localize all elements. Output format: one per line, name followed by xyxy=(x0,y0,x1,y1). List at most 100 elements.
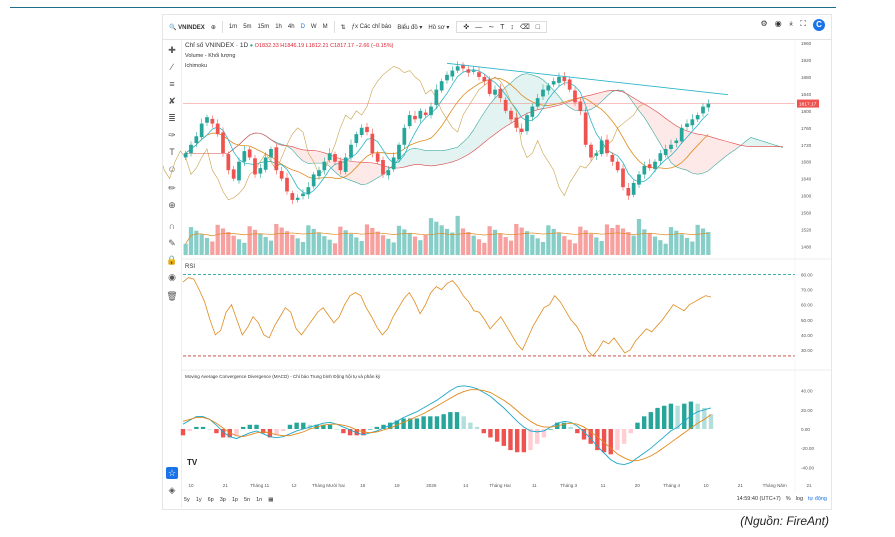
candle-body xyxy=(573,90,577,103)
brush-tool-icon[interactable]: ✑ xyxy=(168,130,176,140)
trendline-icon[interactable]: ∕ xyxy=(171,62,173,72)
last-price-badge xyxy=(797,99,819,108)
candle-body xyxy=(258,168,263,174)
horizontal-lines-icon[interactable]: ≡ xyxy=(169,79,175,89)
brush-icon[interactable]: ∼ xyxy=(488,24,495,31)
interval-1h[interactable]: 1h xyxy=(275,24,282,30)
volume-bar xyxy=(604,224,610,255)
volume-bar xyxy=(535,238,540,255)
ruler-icon[interactable]: ✏ xyxy=(168,183,176,193)
crosshair-icon[interactable]: ✚ xyxy=(168,45,176,55)
range-5y[interactable]: 5y xyxy=(184,497,190,503)
chart-type-button[interactable]: Biểu đồ ▾ xyxy=(397,24,423,31)
candle-body xyxy=(354,134,359,144)
range-3p[interactable]: 3p xyxy=(219,497,226,503)
price-tick-label: 1960 xyxy=(801,41,812,46)
candle-body xyxy=(509,110,513,120)
interval-m[interactable]: M xyxy=(322,24,328,30)
indicators-button[interactable]: ƒx Các chỉ báo xyxy=(351,24,392,30)
square-icon[interactable]: □ xyxy=(535,23,541,31)
price-tick-label: 1760 xyxy=(801,126,812,131)
ohlc-values: O1832.33 H1846.19 L1812.21 C1817.17 −2.6… xyxy=(254,43,394,49)
volume-bar xyxy=(562,236,567,255)
percent-toggle[interactable]: % xyxy=(785,496,791,502)
emoji-icon[interactable]: ☺ xyxy=(167,164,177,174)
volume-bar xyxy=(700,228,706,255)
volume-bar xyxy=(668,227,674,255)
fullscreen-icon[interactable]: ⛶ xyxy=(800,19,806,28)
hide-icon[interactable]: ◉ xyxy=(168,272,176,282)
candle-body xyxy=(205,117,209,123)
ichimoku-cloud-segment xyxy=(292,146,298,157)
cursor-icon[interactable]: ✜ xyxy=(463,24,470,31)
volume-bar xyxy=(556,232,562,255)
object-tree-icon[interactable]: ◈ xyxy=(168,485,176,495)
ichimoku-cloud-segment xyxy=(479,112,485,147)
price-tick-label: 1720 xyxy=(801,143,812,148)
compare-icon[interactable]: ⇅ xyxy=(340,24,346,31)
range-1y[interactable]: 1y xyxy=(195,497,202,503)
log-toggle[interactable]: log xyxy=(795,496,804,502)
ichimoku-cloud-segment xyxy=(516,74,522,120)
candle-body xyxy=(381,160,385,175)
macd-histogram-bar xyxy=(528,429,533,451)
share-icon[interactable]: ⨰ xyxy=(788,19,794,28)
candle-body xyxy=(301,193,305,197)
lock-icon[interactable]: 🔒 xyxy=(166,255,178,265)
ichimoku-cloud-segment xyxy=(420,149,426,166)
zoom-icon[interactable]: ⊕ xyxy=(168,200,176,210)
trash-icon[interactable]: ⌫ xyxy=(519,24,530,31)
candle-body xyxy=(189,144,193,154)
volume-bar xyxy=(572,243,578,255)
candle-body xyxy=(477,72,481,77)
symbol-search[interactable]: 🔍 VNINDEX xyxy=(169,24,205,31)
range-6p[interactable]: 6p xyxy=(207,497,214,503)
interval-d[interactable]: D xyxy=(300,24,305,30)
range-5n[interactable]: 5n xyxy=(244,497,251,503)
macd-histogram-bar xyxy=(488,429,493,438)
candle-body xyxy=(194,136,199,144)
volume-bar xyxy=(583,230,588,255)
line-icon[interactable]: — xyxy=(475,23,483,31)
ichimoku-cloud-segment xyxy=(660,114,666,154)
interval-4h[interactable]: 4h xyxy=(287,24,295,30)
ichimoku-cloud-segment xyxy=(351,161,357,183)
settings-icon[interactable]: ⚙ xyxy=(760,19,768,28)
candle-body xyxy=(183,153,188,158)
range-1n[interactable]: 1n xyxy=(256,497,263,503)
text-icon[interactable]: T xyxy=(500,23,505,31)
candle-body xyxy=(370,133,375,154)
x-tick-label: 18 xyxy=(360,483,366,488)
interval-15m[interactable]: 15m xyxy=(257,24,270,30)
candle-body xyxy=(215,123,220,135)
date-range-icon[interactable]: ▦ xyxy=(268,497,274,503)
candle-body xyxy=(615,161,620,171)
camera-icon[interactable]: ◉ xyxy=(774,19,782,28)
favorites-star-icon[interactable]: ☆ xyxy=(166,467,178,479)
measure-icon[interactable]: ↕ xyxy=(510,23,514,31)
macd-histogram-bar xyxy=(588,429,593,444)
ichimoku-cloud-segment xyxy=(484,104,490,143)
auto-toggle[interactable]: tự động xyxy=(808,496,827,502)
volume-bar xyxy=(375,231,380,255)
range-1p[interactable]: 1p xyxy=(231,497,238,503)
volume-bar xyxy=(412,236,418,255)
chart-canvas[interactable]: 1960192018801840180017601720168016401600… xyxy=(163,15,831,509)
volume-bar xyxy=(322,236,327,255)
magnet-icon[interactable]: ∩ xyxy=(168,221,176,231)
pitchfork-icon[interactable]: ✘ xyxy=(168,96,176,106)
ichimoku-kijun-line xyxy=(185,77,709,179)
delete-icon[interactable]: 🗑 xyxy=(166,291,178,301)
chart-type-label: Biểu đồ xyxy=(397,24,418,31)
interval-5m[interactable]: 5m xyxy=(243,24,252,30)
fib-icon[interactable]: ≣ xyxy=(168,113,176,123)
add-symbol-icon[interactable]: ⊕ xyxy=(210,24,216,31)
drawing-mode-icon[interactable]: ✎ xyxy=(168,238,176,248)
interval-w[interactable]: W xyxy=(310,24,317,30)
macd-histogram-bar xyxy=(494,429,500,442)
interval-1m[interactable]: 1m xyxy=(228,24,238,30)
text-tool-icon[interactable]: T xyxy=(169,147,175,157)
profile-button[interactable]: Hồ sơ ▾ xyxy=(428,24,450,31)
macd-histogram-bar xyxy=(648,412,654,429)
candle-body xyxy=(653,161,657,169)
